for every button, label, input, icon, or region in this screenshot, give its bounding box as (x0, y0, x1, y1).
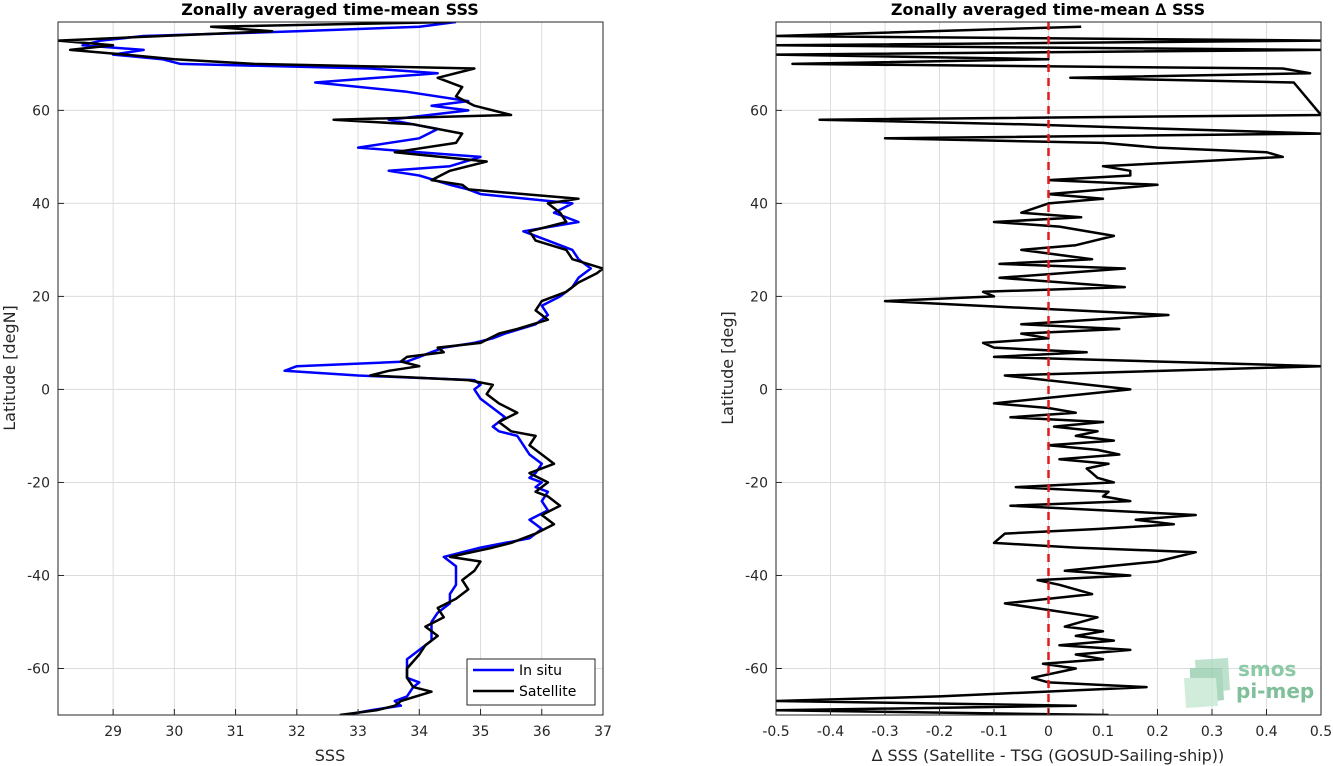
r-x-tick-label: 0.5 (1310, 724, 1332, 740)
l-x-tick-label: 29 (104, 724, 122, 740)
legend-box (466, 658, 596, 706)
r-y-tick-label: 60 (750, 103, 768, 119)
r-y-tick-label: 20 (750, 289, 768, 305)
r-x-tick-label: 0 (1044, 724, 1053, 740)
legend-in-situ-label: In situ (519, 663, 562, 679)
r-x-tick-label: 0.3 (1201, 724, 1223, 740)
l-x-tick-label: 30 (165, 724, 183, 740)
l-x-tick-label: 32 (288, 724, 306, 740)
l-x-tick-label: 37 (594, 724, 612, 740)
r-y-tick-label: -20 (745, 475, 768, 491)
right-x-axis-label: ∆ SSS (Satellite - TSG (GOSUD-Sailing-sh… (871, 746, 1225, 765)
l-x-tick-label: 36 (533, 724, 551, 740)
left-panel: 29 30 31 32 33 34 35 36 37 -60 -40 -20 0 20 40 60 Zona… (0, 0, 612, 765)
left-y-axis-label: Latitude [degN] (0, 305, 19, 431)
logo-text-smos: smos (1238, 657, 1296, 681)
r-y-tick-label: 40 (750, 196, 768, 212)
right-y-axis-label: Latitude [deg] (718, 311, 737, 425)
l-y-tick-label: 60 (32, 103, 50, 119)
l-y-tick-label: 0 (41, 382, 50, 398)
r-x-tick-label: 0.4 (1255, 724, 1277, 740)
right-series (776, 25, 1321, 715)
r-x-tick-label: -0.2 (926, 724, 953, 740)
left-x-axis-label: SSS (315, 746, 345, 765)
r-y-tick-label: 0 (759, 382, 768, 398)
l-x-tick-label: 34 (410, 724, 428, 740)
l-x-tick-label: 33 (349, 724, 367, 740)
r-x-tick-label: -0.1 (980, 724, 1007, 740)
smos-pi-mep-logo: smos pi-mep (1184, 657, 1314, 708)
l-series-in-situ-line (81, 22, 593, 715)
r-x-tick-label: 0.2 (1146, 724, 1168, 740)
l-y-tick-label: 40 (32, 196, 50, 212)
left-series (58, 22, 603, 715)
l-x-tick-label: 31 (227, 724, 245, 740)
r-x-tick-label: -0.3 (871, 724, 898, 740)
legend: In situ Satellite (466, 658, 596, 706)
right-x-ticks: -0.5 -0.4 -0.3 -0.2 -0.1 0 0.1 0.2 0.3 0.4 0.5 (762, 709, 1332, 740)
l-y-tick-label: -20 (27, 475, 50, 491)
left-axes-box (57, 21, 604, 716)
r-y-tick-label: -60 (745, 661, 768, 677)
l-series-satellite-line (58, 22, 603, 715)
r-series-delta-line (776, 25, 1321, 715)
right-panel: -0.5 -0.4 -0.3 -0.2 -0.1 0 0.1 0.2 0.3 0.4 0.5 -60… (718, 0, 1332, 765)
l-y-tick-label: 20 (32, 289, 50, 305)
left-plot-area (58, 22, 603, 715)
logo-wave-icon (1184, 658, 1230, 708)
left-chart-title: Zonally averaged time-mean SSS (181, 0, 479, 19)
r-x-tick-label: 0.1 (1092, 724, 1114, 740)
l-x-tick-label: 35 (472, 724, 490, 740)
r-y-tick-label: -40 (745, 568, 768, 584)
legend-satellite-label: Satellite (519, 684, 576, 700)
right-y-ticks: -60 -40 -20 0 20 40 60 (745, 103, 782, 677)
logo-text-pi-mep: pi-mep (1236, 679, 1314, 703)
r-x-tick-label: -0.4 (817, 724, 844, 740)
l-y-tick-label: -60 (27, 661, 50, 677)
left-y-ticks: -60 -40 -20 0 20 40 60 (27, 103, 64, 677)
r-x-tick-label: -0.5 (762, 724, 789, 740)
right-chart-title: Zonally averaged time-mean ∆ SSS (891, 0, 1205, 19)
l-y-tick-label: -40 (27, 568, 50, 584)
left-x-ticks: 29 30 31 32 33 34 35 36 37 (104, 709, 612, 740)
